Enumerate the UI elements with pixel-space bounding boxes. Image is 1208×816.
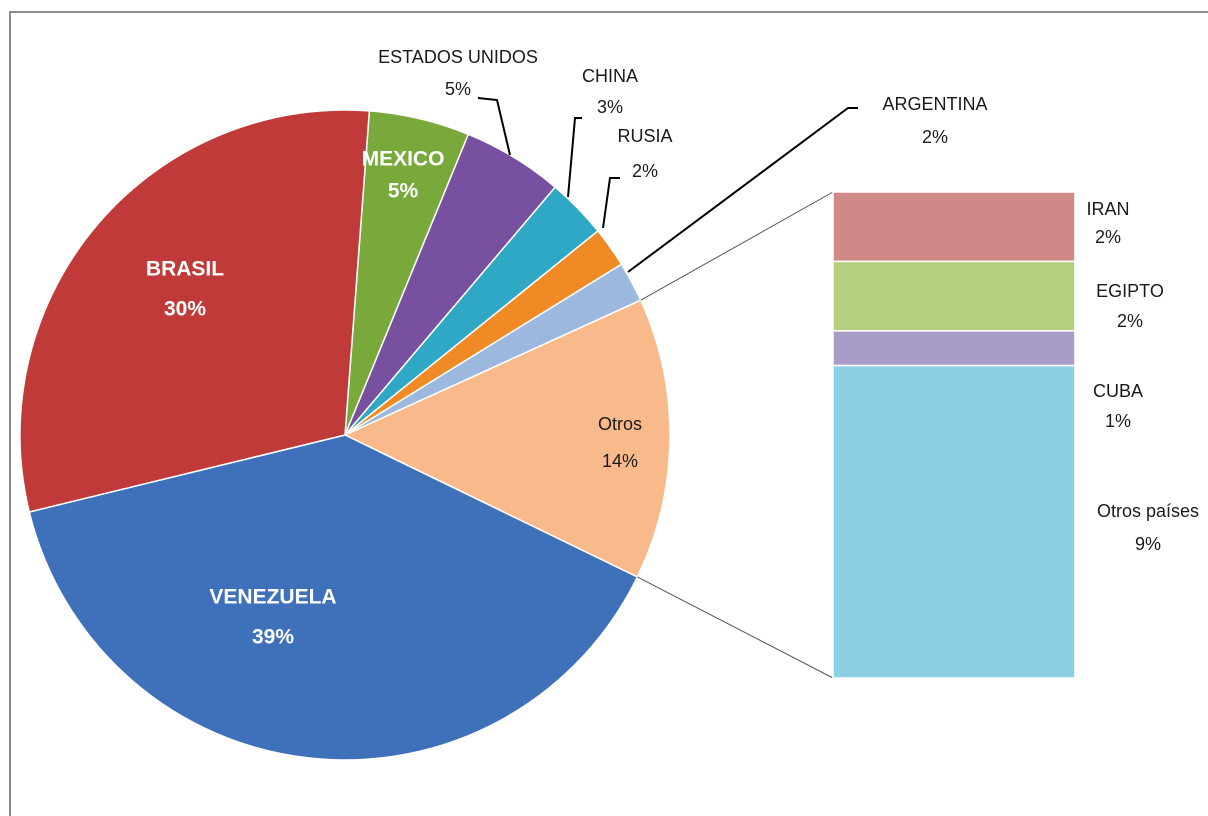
slice-label: BRASIL — [146, 258, 224, 281]
slice-value-label: 2% — [632, 161, 658, 181]
slice-value-label: 5% — [388, 180, 419, 203]
bar-label: CUBA — [1093, 381, 1143, 401]
bar-segment — [832, 260, 1076, 332]
slice-label: ARGENTINA — [882, 94, 987, 114]
slice-value-label: 30% — [164, 298, 206, 321]
bar-label: Otros países — [1097, 501, 1199, 521]
bar-segment — [832, 330, 1076, 367]
slice-label: VENEZUELA — [209, 586, 336, 609]
slice-label: Otros — [598, 414, 642, 434]
pie-slice — [343, 299, 671, 578]
slice-label: RUSIA — [617, 126, 672, 146]
connector-line — [640, 191, 834, 301]
bar-label: IRAN — [1086, 199, 1129, 219]
bar-value-label: 9% — [1135, 534, 1161, 554]
bar-segment — [832, 191, 1076, 263]
leader-line — [627, 107, 858, 273]
connector-line — [637, 576, 834, 679]
leader-line — [477, 97, 511, 156]
slice-value-label: 14% — [602, 451, 638, 471]
bar-value-label: 2% — [1117, 311, 1143, 331]
slice-label: MEXICO — [362, 148, 445, 171]
bar-value-label: 1% — [1105, 411, 1131, 431]
bar-label: EGIPTO — [1096, 281, 1164, 301]
bar-segment — [832, 364, 1076, 679]
leader-line — [602, 177, 620, 229]
slice-value-label: 2% — [922, 127, 948, 147]
plot: MEXICO 5% ESTADOS UNIDOS 5% CHINA 3% RUSIA 2% AR… — [19, 47, 1199, 761]
slice-value-label: 39% — [252, 626, 294, 649]
slice-value-label: 5% — [445, 79, 471, 99]
slice-label: ESTADOS UNIDOS — [378, 47, 538, 67]
leader-line — [567, 117, 582, 198]
slice-label: CHINA — [582, 66, 638, 86]
bar-value-label: 2% — [1095, 227, 1121, 247]
pie-slice — [28, 434, 639, 761]
slice-value-label: 3% — [597, 97, 623, 117]
pie-slice — [19, 109, 371, 513]
